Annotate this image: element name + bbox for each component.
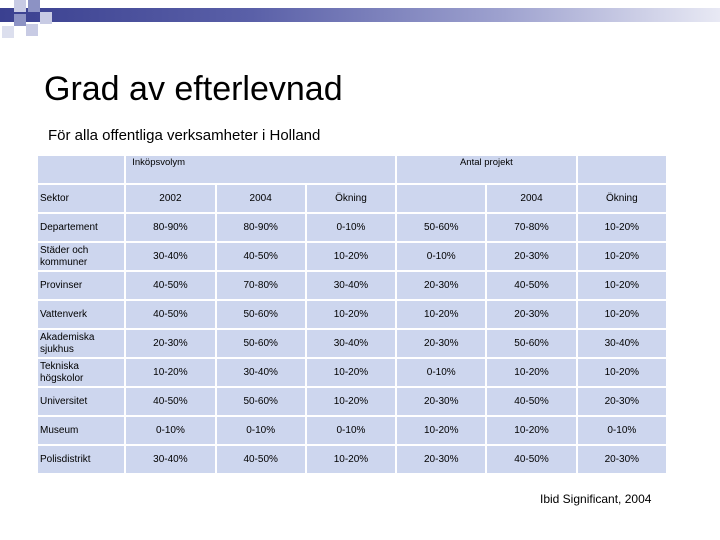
cell-volume-2002: 40-50% [126, 272, 215, 299]
cell-projects-2002: 20-30% [397, 388, 486, 415]
table-body: Inköpsvolym Antal projekt Sektor 2002 20… [38, 156, 666, 473]
table-row: Tekniska högskolor 10-20% 30-40% 10-20% 0-10… [38, 359, 666, 386]
cell-projects-increase: 10-20% [577, 214, 666, 241]
cell-volume-2002: 10-20% [126, 359, 215, 386]
cell-projects-2002: 0-10% [397, 359, 486, 386]
cell-sector: Provinser [38, 272, 125, 299]
table-row: Städer och kommuner 30-40% 40-50% 10-20% 0-1… [38, 243, 666, 270]
cell-volume-2004: 40-50% [216, 446, 305, 473]
slide-subtitle: För alla offentliga verksamheter i Holla… [48, 127, 321, 144]
cell-projects-2004: 40-50% [487, 388, 576, 415]
group-header-empty [38, 156, 125, 183]
cell-volume-increase: 10-20% [306, 243, 396, 270]
cell-volume-2004: 50-60% [216, 388, 305, 415]
cell-sector: Departement [38, 214, 125, 241]
cell-projects-increase: 30-40% [577, 330, 666, 357]
column-header-2004: 2004 [216, 185, 305, 212]
group-header-empty [577, 156, 666, 183]
cell-volume-2004: 30-40% [216, 359, 305, 386]
slide-title: Grad av efterlevnad [44, 70, 343, 108]
column-header-project-2004: 2004 [487, 185, 576, 212]
cell-volume-2004: 70-80% [216, 272, 305, 299]
cell-volume-2004: 80-90% [216, 214, 305, 241]
cell-sector: Akademiska sjukhus [38, 330, 125, 357]
cell-volume-2004: 0-10% [216, 417, 305, 444]
cell-projects-2002: 20-30% [397, 272, 486, 299]
column-header-project-2002 [397, 185, 486, 212]
table-row: Museum 0-10% 0-10% 0-10% 10-20% 10-20% 0-10% [38, 417, 666, 444]
group-header-project-count: Antal projekt [397, 156, 576, 183]
cell-volume-2002: 20-30% [126, 330, 215, 357]
cell-projects-2004: 50-60% [487, 330, 576, 357]
cell-projects-increase: 10-20% [577, 359, 666, 386]
cell-projects-increase: 10-20% [577, 301, 666, 328]
cell-projects-2002: 10-20% [397, 417, 486, 444]
deco-square [2, 26, 14, 38]
cell-projects-2004: 40-50% [487, 446, 576, 473]
table-row: Departement 80-90% 80-90% 0-10% 50-60% 70-80%… [38, 214, 666, 241]
cell-projects-2004: 40-50% [487, 272, 576, 299]
cell-projects-increase: 20-30% [577, 388, 666, 415]
decorative-squares [0, 0, 60, 50]
table-row: Provinser 40-50% 70-80% 30-40% 20-30% 40-50% 1… [38, 272, 666, 299]
cell-volume-2004: 40-50% [216, 243, 305, 270]
cell-projects-increase: 10-20% [577, 272, 666, 299]
table-row: Vattenverk 40-50% 50-60% 10-20% 10-20% 20-30%… [38, 301, 666, 328]
deco-square [14, 14, 26, 26]
cell-projects-2004: 20-30% [487, 301, 576, 328]
cell-projects-2002: 10-20% [397, 301, 486, 328]
column-header-increase: Ökning [306, 185, 396, 212]
cell-volume-increase: 10-20% [306, 388, 396, 415]
group-header-row: Inköpsvolym Antal projekt [38, 156, 666, 183]
cell-volume-2004: 50-60% [216, 301, 305, 328]
cell-volume-2002: 0-10% [126, 417, 215, 444]
cell-projects-2004: 70-80% [487, 214, 576, 241]
cell-sector: Städer och kommuner [38, 243, 125, 270]
cell-projects-2002: 20-30% [397, 330, 486, 357]
cell-volume-increase: 30-40% [306, 272, 396, 299]
column-header-row: Sektor 2002 2004 Ökning 2004 Ökning [38, 185, 666, 212]
cell-volume-increase: 10-20% [306, 359, 396, 386]
cell-projects-increase: 10-20% [577, 243, 666, 270]
deco-square [40, 12, 52, 24]
cell-projects-2002: 50-60% [397, 214, 486, 241]
cell-projects-2002: 20-30% [397, 446, 486, 473]
cell-projects-2004: 10-20% [487, 417, 576, 444]
table-row: Polisdistrikt 30-40% 40-50% 10-20% 20-30% 40-… [38, 446, 666, 473]
cell-volume-increase: 10-20% [306, 446, 396, 473]
cell-volume-2002: 40-50% [126, 301, 215, 328]
cell-sector: Universitet [38, 388, 125, 415]
cell-volume-2004: 50-60% [216, 330, 305, 357]
cell-sector: Polisdistrikt [38, 446, 125, 473]
cell-projects-increase: 20-30% [577, 446, 666, 473]
deco-square [14, 0, 26, 12]
cell-projects-2004: 20-30% [487, 243, 576, 270]
cell-volume-increase: 0-10% [306, 214, 396, 241]
source-note: Ibid Significant, 2004 [540, 492, 652, 506]
cell-volume-increase: 0-10% [306, 417, 396, 444]
compliance-table: Inköpsvolym Antal projekt Sektor 2002 20… [36, 154, 668, 475]
column-header-project-increase: Ökning [577, 185, 666, 212]
cell-volume-2002: 30-40% [126, 446, 215, 473]
cell-volume-2002: 80-90% [126, 214, 215, 241]
header-gradient-bar [0, 8, 720, 22]
cell-volume-increase: 30-40% [306, 330, 396, 357]
table-row: Universitet 40-50% 50-60% 10-20% 20-30% 40-50… [38, 388, 666, 415]
cell-sector: Tekniska högskolor [38, 359, 125, 386]
cell-volume-2002: 40-50% [126, 388, 215, 415]
cell-volume-2002: 30-40% [126, 243, 215, 270]
deco-square [28, 0, 40, 12]
deco-square [26, 24, 38, 36]
cell-projects-2002: 0-10% [397, 243, 486, 270]
cell-projects-2004: 10-20% [487, 359, 576, 386]
table-row: Akademiska sjukhus 20-30% 50-60% 30-40% 20-3… [38, 330, 666, 357]
cell-sector: Museum [38, 417, 125, 444]
group-header-purchase-volume: Inköpsvolym [126, 156, 396, 183]
cell-volume-increase: 10-20% [306, 301, 396, 328]
cell-projects-increase: 0-10% [577, 417, 666, 444]
column-header-sector: Sektor [38, 185, 125, 212]
cell-sector: Vattenverk [38, 301, 125, 328]
column-header-2002: 2002 [126, 185, 215, 212]
